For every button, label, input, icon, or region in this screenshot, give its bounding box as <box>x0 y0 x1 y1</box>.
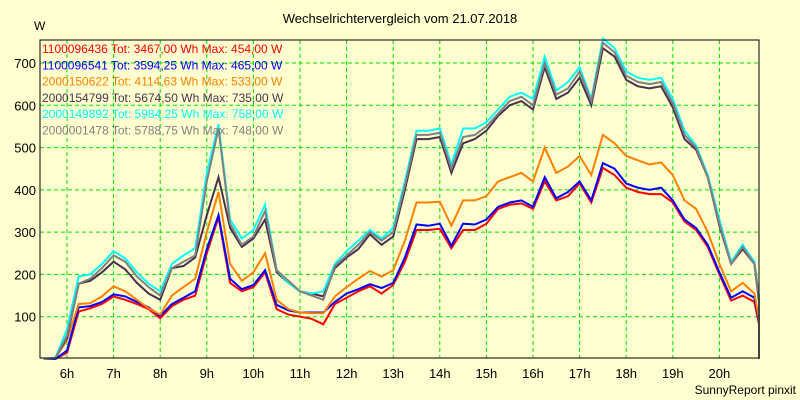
x-tick-label: 12h <box>336 366 358 381</box>
y-tick-label: 100 <box>14 310 36 325</box>
x-tick-label: 6h <box>60 366 74 381</box>
series-line <box>43 166 760 360</box>
series-line <box>43 133 760 360</box>
y-axis-unit-label: W <box>34 19 46 33</box>
series-line <box>43 161 760 360</box>
y-axis-ticks: 100 200 300 400 500 600 700 <box>14 56 36 325</box>
y-tick-label: 600 <box>14 98 36 113</box>
x-axis-ticks: 6h 7h 8h 9h 10h 11h 12h 13h 14h 15h 16h 17h 18h 19h 20… <box>60 366 730 381</box>
plot-frame <box>39 39 760 359</box>
x-tick-label: 10h <box>243 366 265 381</box>
chart-title: Wechselrichtervergleich vom 21.07.2018 <box>283 11 518 26</box>
legend-entry: 2000149892 Tot: 5984,25 Wh Max: 758,00 W <box>42 107 284 121</box>
y-tick-label: 400 <box>14 183 36 198</box>
x-tick-label: 8h <box>153 366 167 381</box>
legend-entry: 1100096541 Tot: 3594,25 Wh Max: 465,00 W <box>42 58 283 72</box>
x-tick-label: 20h <box>709 366 731 381</box>
x-tick-label: 15h <box>476 366 498 381</box>
series-2000001478 <box>43 40 760 360</box>
x-tick-label: 13h <box>382 366 404 381</box>
legend: 1100096436 Tot: 3467,00 Wh Max: 454,00 W… <box>42 42 284 138</box>
legend-entry: 1100096436 Tot: 3467,00 Wh Max: 454,00 W <box>42 42 283 56</box>
y-tick-label: 300 <box>14 225 36 240</box>
x-tick-label: 11h <box>290 366 311 381</box>
x-tick-label: 9h <box>200 366 214 381</box>
y-tick-label: 700 <box>14 56 36 71</box>
series-lines <box>43 36 760 360</box>
series-line <box>43 40 760 360</box>
legend-entry: 2000150622 Tot: 4114,63 Wh Max: 533,00 W <box>42 75 283 89</box>
x-tick-label: 18h <box>615 366 637 381</box>
footer-credit: SunnyReport pinxit <box>695 383 797 397</box>
series-line <box>43 36 760 360</box>
series-1100096541 <box>43 161 760 360</box>
x-tick-label: 7h <box>106 366 120 381</box>
series-2000150622 <box>43 133 760 360</box>
legend-entry: 2000001478 Tot: 5788,75 Wh Max: 748,00 W <box>42 124 284 138</box>
x-tick-label: 14h <box>429 366 451 381</box>
y-tick-label: 200 <box>14 267 36 282</box>
legend-entry: 2000154799 Tot: 5674,50 Wh Max: 735,00 W <box>42 91 284 105</box>
x-tick-label: 19h <box>662 366 684 381</box>
y-tick-label: 500 <box>14 141 36 156</box>
x-tick-label: 16h <box>522 366 544 381</box>
x-tick-label: 17h <box>569 366 591 381</box>
